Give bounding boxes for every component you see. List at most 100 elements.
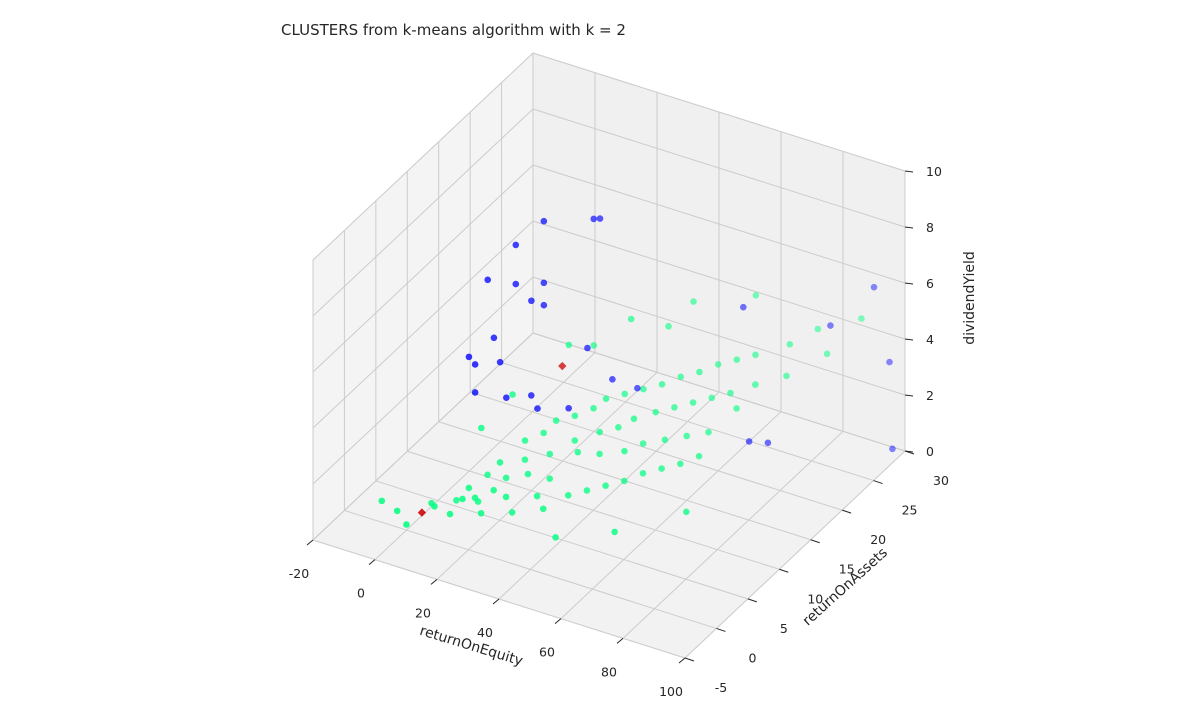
cluster-0-point [630, 415, 638, 423]
x-tick-mark [306, 539, 314, 546]
cluster-0-point [727, 389, 734, 397]
cluster-0-point [621, 447, 628, 455]
x-tick-mark [616, 637, 624, 644]
z-tick-mark [904, 282, 914, 285]
cluster-1-point [609, 376, 616, 383]
cluster-0-point [596, 428, 603, 436]
cluster-1-point [540, 301, 548, 309]
cluster-1-point [527, 392, 535, 399]
x-tick-label: 0 [357, 586, 365, 601]
cluster-0-point [621, 390, 629, 398]
grid-lines [312, 52, 906, 659]
cluster-0-point [403, 521, 410, 528]
y-tick-mark [747, 598, 758, 603]
y-grid-floor [375, 480, 749, 600]
chart-title: CLUSTERS from k-means algorithm with k =… [281, 21, 626, 39]
cluster-0-point [658, 381, 666, 388]
cluster-0-point [571, 412, 579, 420]
cluster-0-point [564, 491, 572, 499]
z-grid-side [312, 220, 534, 429]
y-tick-label: 5 [780, 621, 788, 636]
y-tick-mark [810, 539, 820, 544]
cluster-0-point [639, 440, 647, 447]
x-tick-mark [368, 559, 376, 566]
cluster-0-point [533, 492, 541, 500]
cluster-0-point [690, 298, 697, 305]
cluster-0-point [752, 381, 759, 388]
z-tick-label: 10 [926, 164, 942, 179]
axis-ticks: -20 0 20 40 60 80 100 -5 0 5 10 15 20 25 30 0 2 4 6 8 10 [289, 164, 949, 699]
cluster-0-point [786, 341, 794, 348]
y-tick-mark [684, 657, 695, 662]
cluster-0-point [639, 470, 647, 477]
cluster-0-point [640, 385, 647, 393]
y-grid-floor [501, 362, 874, 482]
cluster-1-point [512, 241, 520, 249]
z-grid-side [312, 108, 534, 317]
cluster-0-point [509, 391, 516, 398]
cluster-1-point [870, 283, 878, 291]
z-tick-mark [904, 450, 914, 453]
cluster-0-point [682, 508, 690, 516]
cluster-0-point [583, 487, 591, 494]
cluster-0-point [733, 356, 741, 363]
y-tick-mark [779, 568, 789, 573]
y-tick-label: 10 [807, 591, 823, 606]
axis-panes [312, 51, 906, 659]
y-grid-floor [344, 509, 717, 629]
cluster-0-point [546, 450, 554, 458]
z-tick-label: 2 [926, 388, 934, 403]
cluster-0-point [689, 399, 697, 406]
cluster-0-point [752, 292, 760, 299]
cluster-0-point [393, 507, 401, 515]
cluster-0-point [478, 424, 485, 432]
cluster-0-point [539, 505, 547, 513]
cluster-1-point [584, 344, 591, 352]
z-tick-mark [904, 394, 914, 397]
cluster-0-point [508, 509, 516, 516]
cluster-0-point [615, 424, 622, 431]
cluster-0-point [477, 509, 485, 517]
z-grid-side [312, 52, 534, 261]
cluster-0-point [708, 394, 716, 402]
cluster-0-point [658, 465, 665, 472]
cluster-0-point [683, 432, 691, 440]
cluster-0-point [471, 494, 479, 502]
x-grid-floor [560, 411, 782, 620]
cluster-1-point [540, 279, 548, 287]
cluster-1-point [503, 394, 510, 402]
z-tick-label: 0 [926, 444, 934, 459]
y-tick-label: -5 [715, 680, 727, 695]
cluster-0-point [752, 351, 759, 359]
cluster-0-point [814, 325, 822, 333]
cluster-1-point [471, 389, 479, 396]
z-grid-side [312, 332, 534, 541]
y-tick-label: 15 [839, 562, 855, 577]
z-tick-label: 8 [926, 220, 934, 235]
cluster-0-point [858, 315, 865, 322]
x-tick-label: 20 [415, 605, 431, 620]
cluster-0-point [611, 528, 618, 536]
y-tick-label: 30 [933, 473, 949, 488]
cluster-0-point [546, 475, 554, 482]
y-tick-label: 20 [870, 532, 886, 547]
y-grid-floor [469, 391, 843, 511]
z-grid-back [532, 108, 906, 228]
x-grid-floor [684, 450, 906, 659]
x-tick-label: -20 [289, 566, 309, 581]
cluster-0-point [521, 437, 529, 444]
cluster-1-point [827, 322, 834, 329]
cluster-0-point [524, 470, 532, 478]
z-grid-side [312, 276, 534, 485]
cluster-1-point [484, 276, 492, 284]
cluster-1-point [496, 358, 504, 366]
cluster-1-point [471, 361, 479, 368]
cluster-0-point [823, 350, 831, 358]
cluster-1-point [739, 303, 747, 311]
y-axis-label: returnOnAssets [800, 545, 891, 629]
x-tick-mark [554, 618, 562, 625]
x-tick-label: 80 [601, 664, 617, 679]
cluster-0-point [459, 495, 466, 503]
x-tick-mark [678, 657, 686, 664]
cluster-0-point [552, 417, 560, 424]
